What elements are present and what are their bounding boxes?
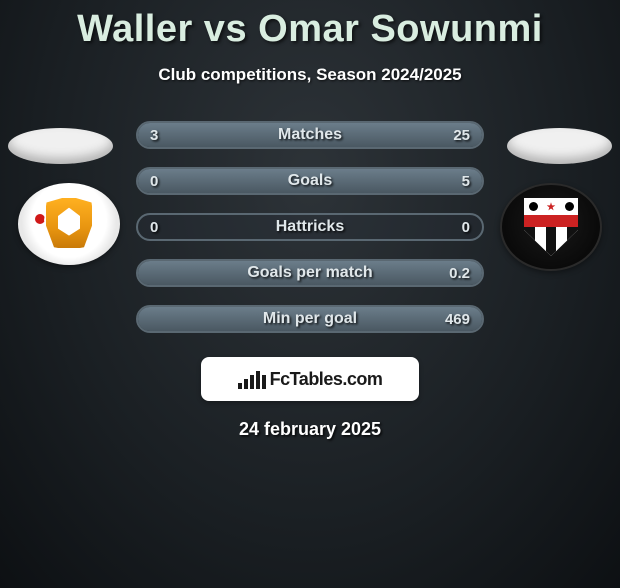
fctables-logo[interactable]: FcTables.com bbox=[201, 357, 419, 401]
right-shield-icon bbox=[524, 198, 578, 256]
badge-dot-icon bbox=[35, 214, 45, 224]
comparison-date: 24 february 2025 bbox=[0, 419, 620, 440]
stat-value-left: 3 bbox=[150, 127, 158, 144]
stat-value-right: 25 bbox=[453, 127, 470, 144]
shield-star-icon bbox=[547, 202, 556, 211]
icon-bar bbox=[262, 375, 266, 389]
left-team-badge bbox=[18, 183, 120, 265]
stat-label: Goals per match bbox=[247, 264, 372, 282]
right-team-badge-inner bbox=[515, 191, 587, 263]
shield-dot-icon bbox=[565, 202, 574, 211]
comparison-subtitle: Club competitions, Season 2024/2025 bbox=[0, 65, 620, 85]
shield-mid-stripe bbox=[524, 215, 578, 227]
icon-bar bbox=[256, 371, 260, 389]
stat-label: Min per goal bbox=[263, 310, 357, 328]
left-ellipse-decoration bbox=[8, 128, 113, 164]
stat-value-right: 5 bbox=[462, 173, 470, 190]
stat-row: Goals per match 0.2 bbox=[136, 259, 484, 287]
stat-label: Hattricks bbox=[276, 218, 344, 236]
stat-value-left: 0 bbox=[150, 173, 158, 190]
stat-value-right: 0.2 bbox=[449, 265, 470, 282]
shield-top-row bbox=[524, 198, 578, 215]
right-ellipse-decoration bbox=[507, 128, 612, 164]
fctables-label: FcTables.com bbox=[270, 369, 383, 390]
left-shield-icon bbox=[44, 196, 94, 250]
left-team-badge-inner bbox=[41, 196, 97, 252]
shield-bottom-stripes bbox=[524, 227, 578, 256]
comparison-title: Waller vs Omar Sowunmi bbox=[0, 8, 620, 51]
icon-bar bbox=[244, 379, 248, 389]
icon-bar bbox=[238, 383, 242, 389]
icon-bar bbox=[250, 375, 254, 389]
stat-value-left: 0 bbox=[150, 219, 158, 236]
stat-label: Matches bbox=[278, 126, 342, 144]
right-team-badge bbox=[500, 183, 602, 271]
stat-value-right: 469 bbox=[445, 311, 470, 328]
stat-row: 0 Goals 5 bbox=[136, 167, 484, 195]
stat-row: Min per goal 469 bbox=[136, 305, 484, 333]
stat-row: 3 Matches 25 bbox=[136, 121, 484, 149]
shield-dot-icon bbox=[529, 202, 538, 211]
stat-label: Goals bbox=[288, 172, 332, 190]
stat-value-right: 0 bbox=[462, 219, 470, 236]
stat-row: 0 Hattricks 0 bbox=[136, 213, 484, 241]
bar-chart-icon bbox=[238, 369, 266, 389]
